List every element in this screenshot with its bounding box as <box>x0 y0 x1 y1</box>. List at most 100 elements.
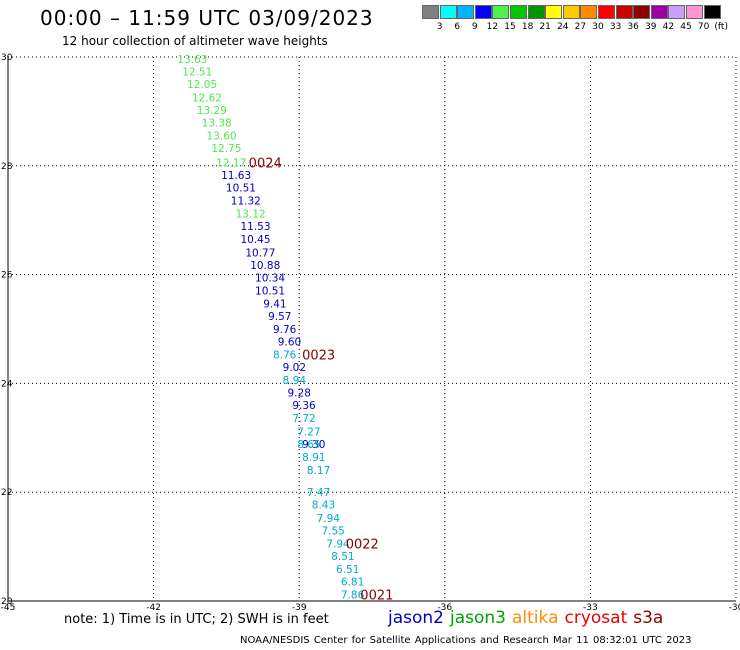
legend-swatch <box>615 5 633 19</box>
satellite-label: altika <box>512 608 559 628</box>
y-tick-label: 30 <box>1 53 13 63</box>
legend-tick-label: 39 <box>645 22 657 32</box>
data-point-label: 12.05 <box>187 79 217 91</box>
legend-swatch <box>686 5 703 19</box>
data-point-label: 7.94 <box>326 538 350 550</box>
satellite-label: jason2 <box>388 608 444 628</box>
x-tick-label: -39 <box>292 603 307 613</box>
legend-tick-label: 3 <box>436 22 443 32</box>
data-point-label: 7.55 <box>321 525 344 537</box>
data-point-label: 10.77 <box>245 247 275 259</box>
footer-credit: NOAA/NESDIS Center for Satellite Applica… <box>240 635 692 646</box>
legend-swatch <box>510 5 527 19</box>
legend-swatch <box>422 5 439 19</box>
y-tick-label: 28 <box>1 162 13 172</box>
data-point-label: 8.43 <box>312 500 335 512</box>
data-point-label: 12.75 <box>211 143 241 155</box>
legend-tick-label: 33 <box>609 22 622 32</box>
legend-tick-label: 21 <box>539 22 551 32</box>
data-point-label: 7.86 <box>341 589 365 601</box>
data-point-label: 13.63 <box>177 54 207 66</box>
data-point-label: 13.29 <box>197 105 227 117</box>
data-point-label: 13.38 <box>202 117 232 129</box>
x-tick-label: -30 <box>729 603 740 613</box>
legend-swatch <box>598 5 615 19</box>
y-tick-label: 22 <box>1 488 12 498</box>
data-point-label: 7.27 <box>297 426 320 438</box>
data-point-label: 11.53 <box>240 221 270 233</box>
time-annotation: 0023 <box>302 349 335 364</box>
legend-tick-label: 42 <box>662 22 675 32</box>
data-point-label: 8.94 <box>283 375 307 387</box>
time-annotation: 0022 <box>346 537 379 552</box>
legend-tick-label: 45 <box>680 22 692 32</box>
y-tick-label: 20 <box>1 597 13 607</box>
data-point-label: 10.34 <box>255 272 285 284</box>
legend-tick-label: 36 <box>627 22 639 32</box>
legend-swatch <box>527 5 545 19</box>
data-point-label: 8.17 <box>307 465 330 477</box>
units-note: note: 1) Time is in UTC; 2) SWH is in fe… <box>64 612 329 627</box>
legend-tick-label: 18 <box>521 22 534 32</box>
data-point-label: 10.51 <box>226 183 256 195</box>
y-tick-label: 26 <box>1 271 13 281</box>
data-point-label: 12.51 <box>182 67 212 79</box>
data-point-label: 9.36 <box>292 400 316 412</box>
legend-tick-label: 24 <box>557 22 569 32</box>
data-point-label: 8.51 <box>331 551 354 563</box>
satellite-label: cryosat <box>564 608 628 628</box>
satellite-label: s3a <box>633 608 664 628</box>
legend-tick-label: 15 <box>504 22 516 32</box>
data-point-label: 12.62 <box>192 92 222 104</box>
legend-tick-label: (ft) <box>714 22 728 32</box>
data-point-label: 9.41 <box>263 298 286 310</box>
legend-swatch <box>668 5 686 19</box>
data-point-label: 10.45 <box>240 234 270 246</box>
data-point-label: 12.17 <box>216 158 246 170</box>
legend-swatch <box>703 5 721 19</box>
legend-swatch <box>633 5 651 19</box>
time-annotation: 0024 <box>249 157 282 172</box>
data-point-label: 13.12 <box>236 209 266 221</box>
legend-tick-label: 27 <box>574 22 587 32</box>
data-point-label: 9.30 <box>302 439 325 451</box>
data-point-label: 7.47 <box>307 487 330 499</box>
legend-swatch <box>562 5 580 19</box>
legend-swatch <box>492 5 510 19</box>
satellite-legend: jason2 jason3 altika cryosat s3a <box>388 608 669 628</box>
time-annotation: 0021 <box>360 588 393 603</box>
y-tick-label: 24 <box>1 379 13 389</box>
data-point-label: 9.57 <box>268 311 291 323</box>
data-point-label: 9.02 <box>283 362 306 374</box>
data-point-label: 6.81 <box>341 576 364 588</box>
x-tick-label: -42 <box>146 603 161 613</box>
legend-tick-label: 9 <box>471 22 478 32</box>
data-point-label: 11.63 <box>221 170 251 182</box>
data-point-label: 13.60 <box>207 130 237 142</box>
data-point-label: 8.65 <box>297 439 320 451</box>
satellite-label: jason3 <box>450 608 506 628</box>
data-point-label: 6.51 <box>336 564 359 576</box>
x-tick-label: -36 <box>437 603 452 613</box>
legend-swatch <box>474 5 492 19</box>
data-point-label: 8.76 <box>273 350 297 362</box>
data-point-label: 9.28 <box>288 388 311 400</box>
data-point-label: 7.94 <box>317 513 341 525</box>
legend-tick-label: 30 <box>592 22 604 32</box>
data-point-label: 7.72 <box>292 413 315 425</box>
legend-swatch <box>580 5 598 19</box>
data-point-label: 9.60 <box>278 337 301 349</box>
legend-tick-label: 12 <box>486 22 499 32</box>
data-point-label: 11.32 <box>231 196 261 208</box>
x-tick-label: -33 <box>583 603 598 613</box>
legend-swatch <box>545 5 563 19</box>
legend-tick-label: 70 <box>697 22 710 32</box>
chart-subtitle: 12 hour collection of altimeter wave hei… <box>62 34 328 48</box>
legend-swatch <box>439 5 457 19</box>
legend-swatch <box>457 5 475 19</box>
data-point-label: 9.76 <box>273 324 297 336</box>
chart-title: 00:00 – 11:59 UTC 03/09/2023 <box>40 6 374 30</box>
x-tick-label: -45 <box>1 603 16 613</box>
